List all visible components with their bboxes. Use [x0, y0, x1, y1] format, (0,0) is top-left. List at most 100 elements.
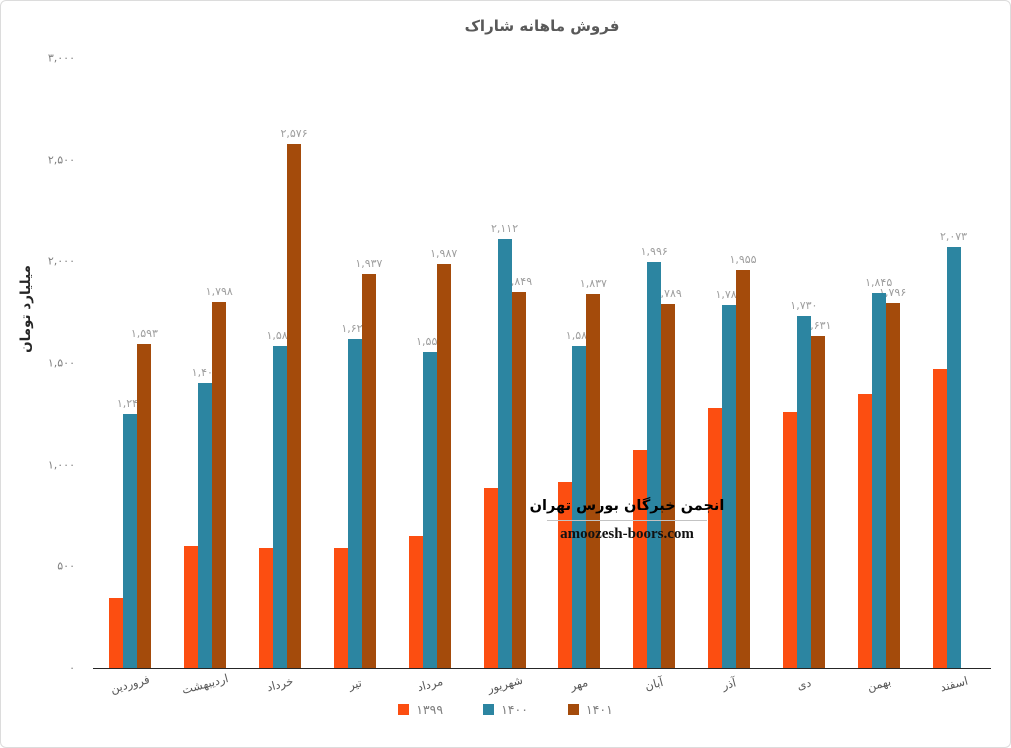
- bar-value-label: ۱,۹۵۵: [729, 253, 757, 267]
- bar-value-label: ۱,۸۴۹: [504, 275, 533, 289]
- x-axis-label: بهمن: [865, 674, 893, 694]
- bar-value-label: ۱,۲۴۷: [116, 397, 144, 411]
- x-axis-label: فروردین: [109, 672, 152, 696]
- bar-value-label: ۱,۷۹۶: [879, 285, 907, 299]
- bar-value-label: ۱,۵۸۶: [266, 328, 294, 342]
- bar-series-1401: [137, 344, 152, 668]
- bar-value-label: ۱,۵۵۳: [416, 335, 444, 349]
- bar-series-1400: [796, 316, 811, 668]
- bar-series-1399: [782, 411, 797, 668]
- bar-series-1400: [871, 292, 886, 668]
- bar-value-label: ۲,۵۷۶: [280, 127, 308, 141]
- bar-group: ۱,۸۴۵ ۱,۷۹۶ بهمن: [841, 58, 916, 694]
- bar-value-label: ۲,۱۱۲: [490, 221, 519, 235]
- y-axis-tick-label: ۲,۰۰۰: [47, 254, 75, 268]
- bar-series-1400: [572, 345, 587, 668]
- bar-series-1399: [184, 546, 199, 668]
- bar-value-label: ۱,۶۲۰: [341, 321, 369, 335]
- x-axis-label: آبان: [643, 674, 665, 694]
- bar-value-label: ۱,۷۹۸: [205, 285, 233, 299]
- bar-series-1400: [422, 352, 437, 668]
- bar-series-1400: [946, 246, 961, 668]
- bar-series-1399: [708, 407, 723, 668]
- bar-value-label: ۱,۹۹۶: [640, 245, 668, 259]
- bar-series-1399: [857, 393, 872, 668]
- y-axis-tick-label: ۱,۵۰۰: [47, 356, 75, 370]
- bar-series-1399: [483, 488, 498, 668]
- bar-series-1400: [347, 338, 362, 668]
- x-axis-label: آذر: [720, 675, 738, 693]
- bar-series-1401: [212, 302, 227, 668]
- bar-series-1401: [736, 270, 751, 668]
- bar-value-label: ۱,۷۸۹: [654, 287, 682, 301]
- y-axis: ۰ ۵۰۰ ۱,۰۰۰ ۱,۵۰۰ ۲,۰۰۰ ۲,۵۰۰ ۳,۰۰۰: [1, 52, 85, 675]
- x-axis-label: شهریور: [485, 672, 524, 696]
- chart-title: فروش ماهانه شاراک: [464, 17, 620, 35]
- legend-marker-icon: [398, 704, 410, 715]
- x-axis-label: تیر: [346, 675, 363, 693]
- x-axis-label: اردیبهشت: [180, 671, 230, 697]
- bar-group: ۱,۲۴۷ ۱,۵۹۳ فروردین: [93, 58, 168, 696]
- bar-group: ۱,۵۸۶ ۱,۸۳۷ مهر: [542, 58, 617, 693]
- bar-group: ۱,۷۸۶ ۱,۹۵۵ آذر: [692, 58, 767, 693]
- bar-series-1399: [558, 481, 573, 668]
- bar-series-1400: [497, 238, 512, 668]
- legend-marker-icon: [483, 704, 495, 715]
- x-axis-label: اسفند: [938, 673, 969, 695]
- bar-series-1399: [633, 450, 648, 668]
- bar-series-1400: [722, 304, 737, 668]
- bar-value-label: ۱,۷۸۶: [715, 287, 743, 301]
- legend-label: ۱۴۰۱: [585, 702, 613, 717]
- legend-item: ۱۳۹۹: [398, 702, 443, 717]
- legend-item: ۱۴۰۱: [567, 702, 613, 717]
- x-axis-label: مرداد: [415, 673, 445, 695]
- watermark-title: انجمن خبرگان بورس تهران: [529, 498, 725, 514]
- bar-series-1401: [361, 274, 376, 668]
- y-axis-tick-label: ۳,۰۰۰: [47, 51, 75, 65]
- legend-marker-icon: [567, 704, 579, 715]
- bar-value-label: ۱,۷۳۰: [790, 299, 818, 313]
- legend: ۱۳۹۹ ۱۴۰۰ ۱۴۰۱: [1, 702, 1010, 717]
- bar-series-1399: [932, 369, 947, 668]
- plot-area: ۱,۲۴۷ ۱,۵۹۳ فروردین ۱,۴۰۱ ۱,۷۹۸ اردیبهشت ۱,۵۸۶…: [93, 58, 991, 697]
- x-axis-label: دی: [795, 675, 813, 693]
- watermark: انجمن خبرگان بورس تهران amoozesh-boors.c…: [529, 498, 725, 543]
- bar-group: ۱,۷۳۰ ۱,۶۳۱ دی: [766, 58, 841, 693]
- bar-value-label: ۱,۵۸۶: [565, 328, 593, 342]
- bar-series-1401: [810, 336, 825, 668]
- bar-value-label: ۱,۶۳۱: [804, 319, 832, 333]
- y-axis-tick-label: ۱,۰۰۰: [47, 458, 75, 472]
- bar-value-label: ۱,۴۰۱: [191, 366, 219, 380]
- bar-group: ۲,۰۷۳ اسفند: [916, 58, 991, 694]
- bar-series-1401: [586, 294, 601, 668]
- bar-group: ۱,۵۸۶ ۲,۵۷۶ خرداد: [243, 58, 318, 694]
- watermark-url: amoozesh-boors.com: [560, 526, 694, 542]
- legend-item: ۱۴۰۰: [483, 702, 528, 717]
- x-axis-label: خرداد: [265, 673, 295, 695]
- bar-value-label: ۲,۰۷۳: [939, 229, 968, 243]
- bar-series-1400: [123, 414, 138, 668]
- bar-series-1401: [511, 292, 526, 668]
- bar-series-1399: [333, 548, 348, 668]
- bar-group: ۱,۴۰۱ ۱,۷۹۸ اردیبهشت: [168, 58, 243, 696]
- watermark-divider: [547, 520, 707, 521]
- legend-label: ۱۳۹۹: [416, 702, 444, 717]
- y-axis-tick-label: ۵۰۰: [57, 559, 75, 573]
- bar-group: ۱,۵۵۳ ۱,۹۸۷ مرداد: [392, 58, 467, 694]
- bar-series-1401: [287, 144, 302, 668]
- bar-series-1399: [109, 597, 124, 668]
- bar-series-1401: [885, 302, 900, 668]
- bar-value-label: ۱,۹۸۷: [430, 246, 458, 260]
- bar-series-1401: [436, 263, 451, 668]
- bar-series-1399: [408, 535, 423, 668]
- bar-series-1400: [647, 262, 662, 668]
- bar-series-1399: [259, 548, 274, 668]
- y-axis-tick-label: ۰: [69, 661, 75, 675]
- bar-series-1401: [661, 304, 676, 668]
- y-axis-tick-label: ۲,۵۰۰: [47, 153, 75, 167]
- bar-series-1400: [198, 383, 213, 668]
- bar-value-label: ۱,۵۹۳: [130, 327, 158, 341]
- bar-value-label: ۱,۸۴۵: [865, 275, 893, 289]
- bar-value-label: ۱,۸۳۷: [579, 277, 607, 291]
